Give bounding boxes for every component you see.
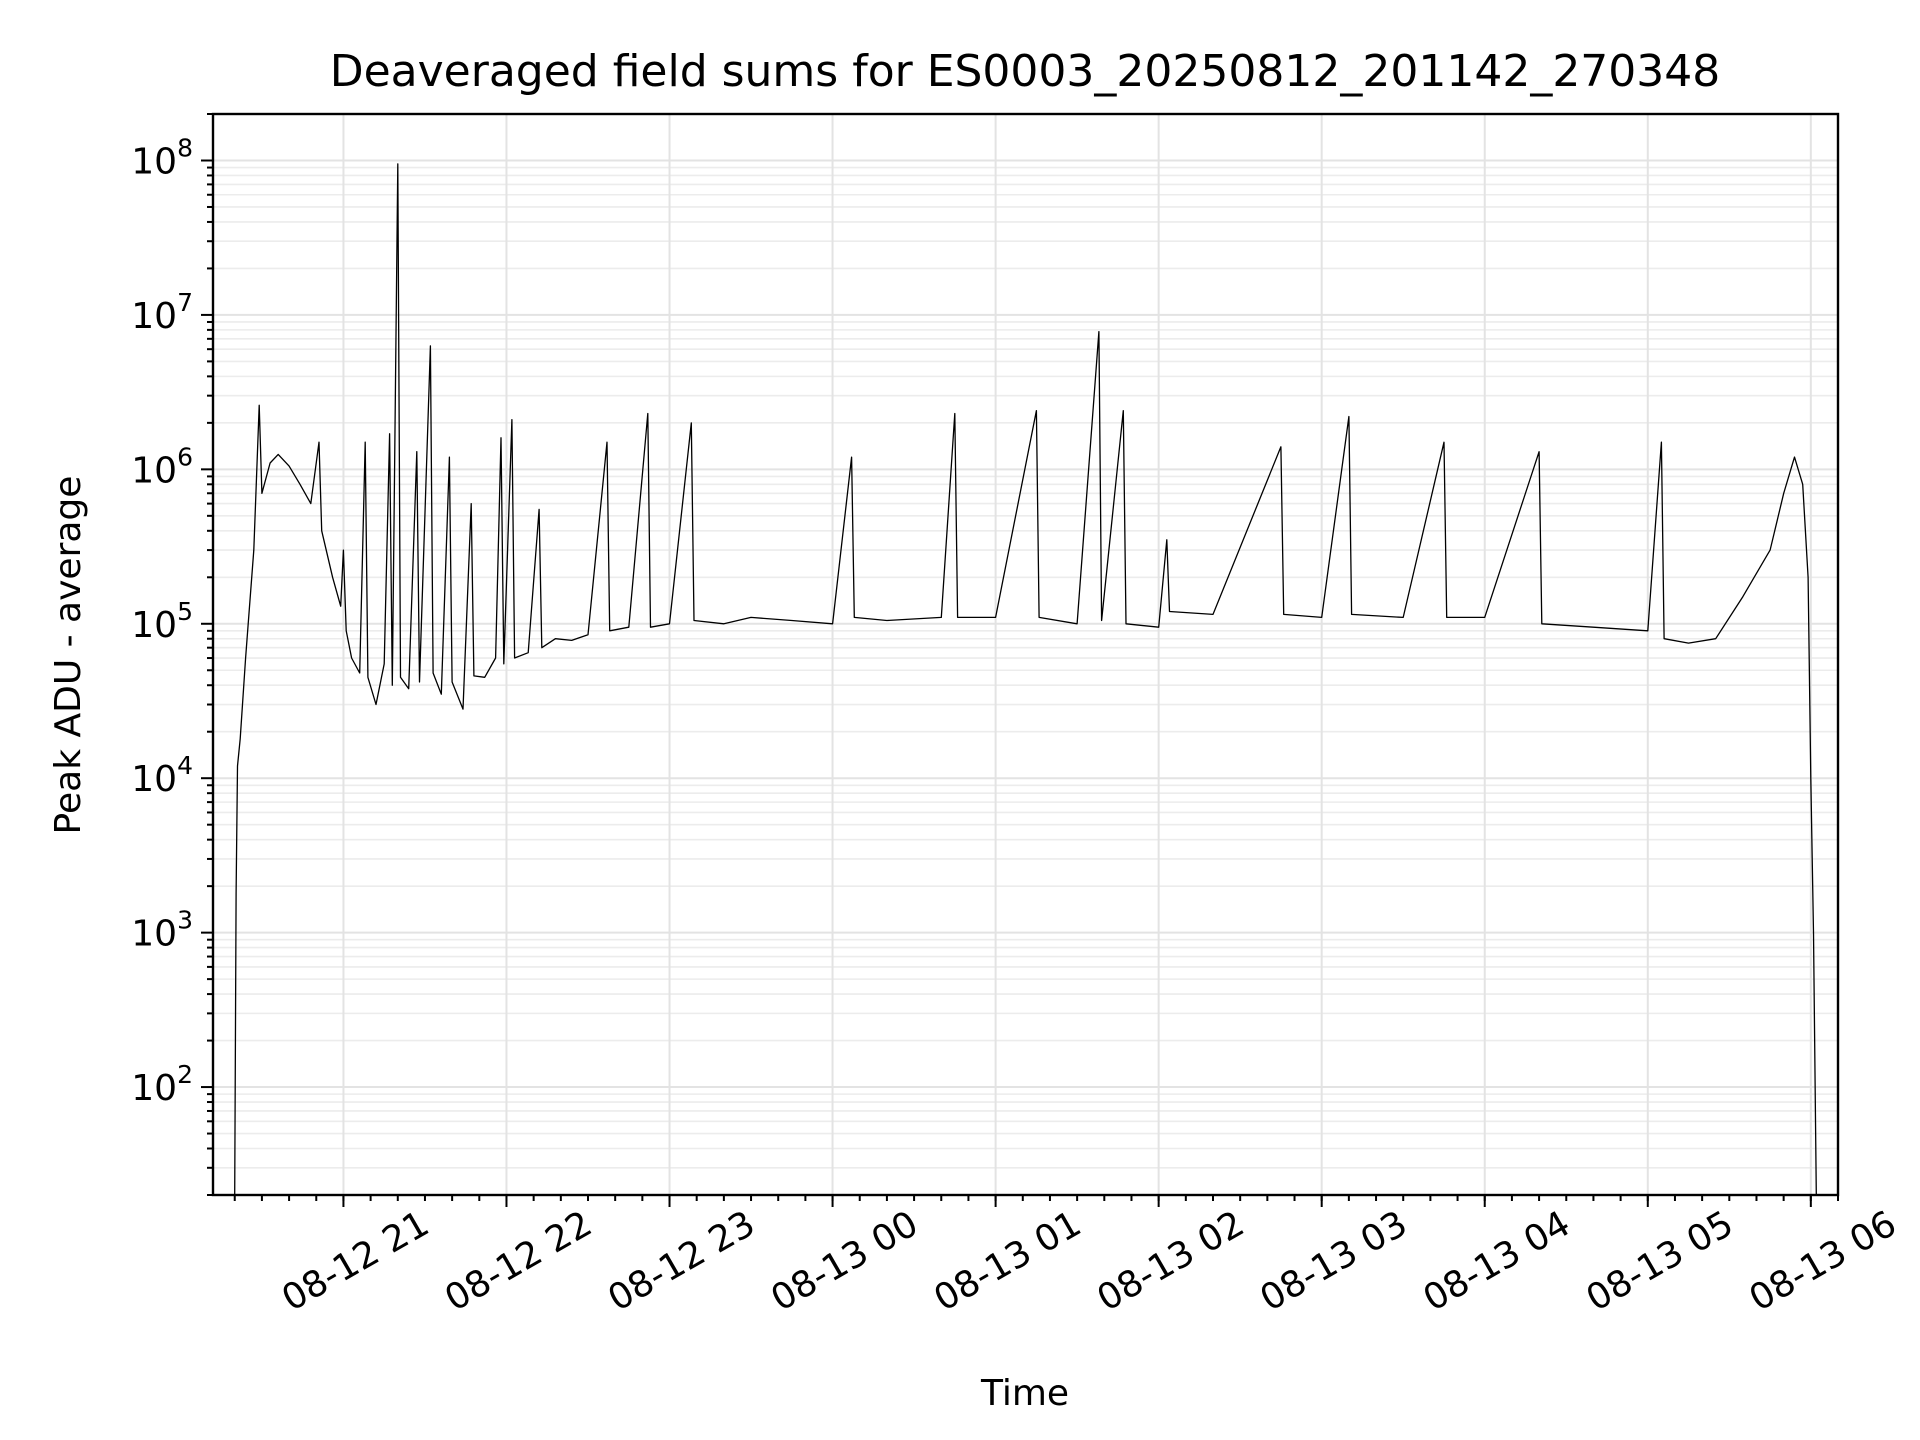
y-tick-label: 106 [131, 442, 193, 491]
y-tick-label-exponent: 5 [177, 597, 193, 626]
y-tick-label-exponent: 3 [177, 906, 193, 935]
y-tick-label-exponent: 2 [177, 1060, 193, 1089]
y-tick-label-base: 10 [131, 605, 177, 646]
y-tick-label: 103 [131, 906, 193, 955]
y-tick-label-exponent: 6 [177, 442, 193, 471]
y-tick-label-base: 10 [131, 1068, 177, 1109]
plot-frame [211, 112, 1840, 1197]
y-tick-label-base: 10 [131, 450, 177, 491]
grid [213, 113, 1838, 1196]
y-tick-label-exponent: 8 [177, 133, 193, 162]
y-axis-label: Peak ADU - average [48, 476, 89, 835]
y-tick-label: 108 [131, 133, 193, 182]
x-axis-label: Time [980, 1373, 1069, 1414]
y-tick-label-exponent: 4 [177, 751, 193, 780]
y-tick-label: 102 [131, 1060, 193, 1109]
y-tick-label-base: 10 [131, 759, 177, 800]
y-tick-label-exponent: 7 [177, 288, 193, 317]
series-layer [234, 163, 1817, 1196]
y-tick-label-base: 10 [131, 141, 177, 182]
y-tick-label-base: 10 [131, 296, 177, 337]
y-tick-label-base: 10 [131, 914, 177, 955]
y-tick-label: 107 [131, 288, 193, 337]
y-tick-label: 104 [131, 751, 193, 800]
y-tick-label: 105 [131, 597, 193, 646]
series-line [234, 163, 1817, 1196]
chart-title: Deaveraged field sums for ES0003_2025081… [330, 46, 1721, 97]
